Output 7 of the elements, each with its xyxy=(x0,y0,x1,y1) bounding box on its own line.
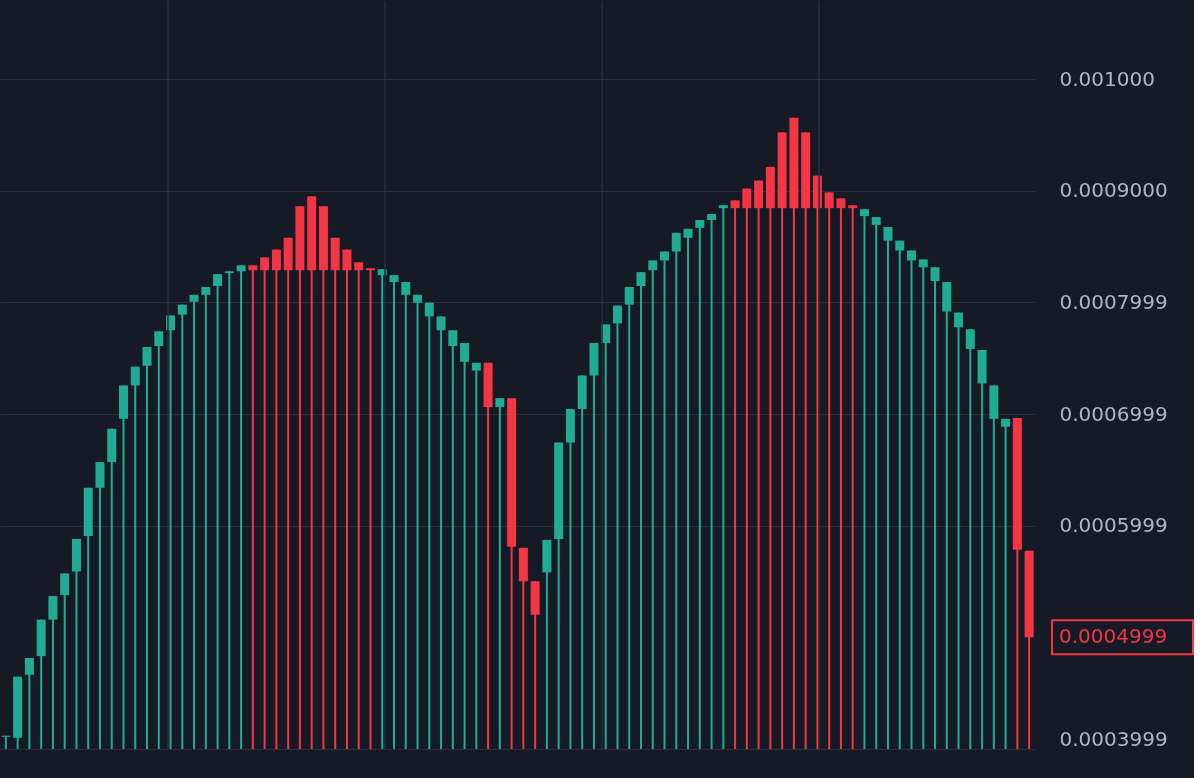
y-tick-label: 0.001000 xyxy=(1059,66,1155,91)
text: 0.0004999 xyxy=(1059,624,1168,649)
y-tick-label: 0.0003999 xyxy=(1059,726,1168,751)
y-tick-label: 0.0005999 xyxy=(1059,513,1168,538)
y-tick-label: 0.0009000 xyxy=(1059,178,1168,203)
y-tick-label: 0.0007999 xyxy=(1059,290,1168,314)
y-tick-label: 0.0006999 xyxy=(1059,401,1168,426)
